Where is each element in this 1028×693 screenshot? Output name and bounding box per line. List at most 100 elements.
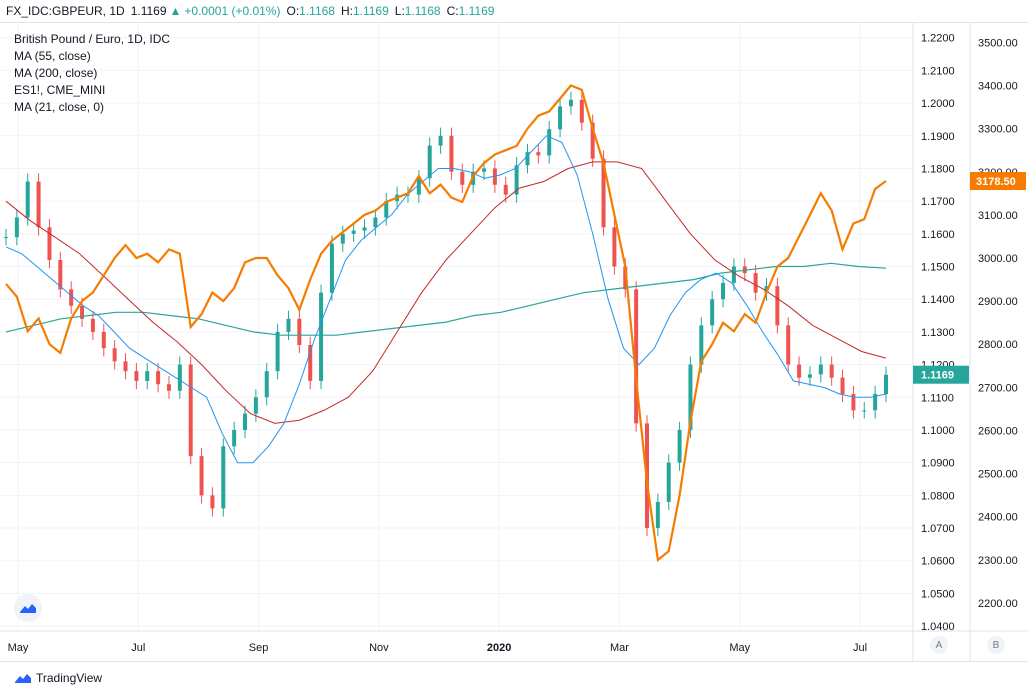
time-tick-label: 2020 [487,642,511,654]
candle-body [753,273,758,293]
time-tick-label: Mar [610,642,629,654]
candle-body [721,282,726,300]
price-tick-label: 1.2100 [921,65,955,77]
open-label: O: [286,4,300,18]
price-tick-label: 1.1800 [921,163,955,175]
legend-ma200[interactable]: MA (200, close) [14,66,98,80]
candle-body [731,266,736,283]
price-tick-label: 1.0900 [921,458,955,470]
candle-body [405,194,410,196]
time-tick-label: May [729,642,750,654]
legend-ma55[interactable]: MA (55, close) [14,49,91,63]
candle-body [134,371,139,381]
candle-body [807,374,812,378]
candle-body [449,135,454,172]
time-axis[interactable]: May Jul Sep Nov 2020 Mar May Jul [8,642,867,654]
price-tick-label: 1.0500 [921,588,955,600]
legend-main[interactable]: British Pound / Euro, 1D, IDC [14,32,171,46]
brand-label: TradingView [36,670,103,685]
time-tick-label: Jul [131,642,145,654]
price-tick-label: 1.1900 [921,131,955,143]
candle-body [188,364,193,457]
last-value-badges: 1.1169 3178.50 [913,172,1026,384]
candle-body [145,371,150,381]
es-line [5,84,887,562]
tradingview-logo-icon [15,673,31,683]
candle-body [775,286,780,326]
candle-body [514,165,519,195]
candle-body [253,397,258,414]
low-label: L: [394,4,405,18]
ma21-line [5,161,887,424]
price-tick-label: 1.1400 [921,294,955,306]
candle-body [69,289,74,306]
price-tick-label: 1.0700 [921,523,955,535]
candle-body [47,227,52,260]
candle-body [210,495,215,509]
candle-body [840,377,845,395]
symbol-label[interactable]: FX_IDC:GBPEUR, 1D [6,4,125,18]
candle-body [58,259,63,290]
change-value: +0.0001 (+0.01%) [184,4,281,18]
time-tick-label: May [8,642,29,654]
high-value: 1.1169 [352,4,389,18]
tradingview-chart-icon[interactable] [14,594,42,622]
candle-body [80,305,85,319]
candle-body [427,145,432,179]
es-tick-label: 3300.00 [978,124,1018,136]
candle-body [786,325,791,365]
candle-body [623,266,628,290]
auto-scale-button[interactable]: A [930,636,948,654]
ma200-line [5,262,887,336]
high-label: H: [340,4,353,18]
candle-body [232,429,237,447]
candle-body [286,318,291,332]
candle-body [199,456,204,496]
candle-body [558,106,563,130]
candle-body [492,168,497,185]
last-price-badge-label: 1.1169 [921,370,954,382]
candle-body [797,364,802,378]
candle-body [177,364,182,391]
es-tick-label: 2400.00 [978,512,1018,524]
footer: TradingView [0,661,1028,693]
es-axis[interactable]: 3500.003400.003300.003200.003100.003000.… [978,37,1018,610]
candle-body [460,171,465,185]
candle-body [547,129,552,156]
tradingview-logo[interactable]: TradingView [14,671,102,685]
candles [4,91,888,537]
es-tick-label: 3000.00 [978,253,1018,265]
secondary-scale-button[interactable]: B [987,636,1005,654]
price-chart[interactable]: 1.2200 1.2100 1.2000 1.1900 1.1800 1.1700 1.16… [0,23,1028,661]
legend-ma21[interactable]: MA (21, close, 0) [14,100,105,114]
price-tick-label: 1.0800 [921,490,955,502]
es-tick-label: 3100.00 [978,210,1018,222]
price-axis[interactable]: 1.2200 1.2100 1.2000 1.1900 1.1800 1.1700 1.16… [921,33,955,633]
candle-body [373,217,378,228]
candle-body [482,168,487,172]
last-price-badge [913,365,969,384]
price-tick-label: 1.1100 [921,392,954,404]
price-tick-label: 1.1700 [921,196,955,208]
series-lines [5,84,887,562]
candle-body [525,152,530,166]
candle-body [362,227,367,231]
es-tick-label: 2700.00 [978,382,1018,394]
candle-body [688,364,693,430]
candle-body [862,410,867,412]
chart-legend: British Pound / Euro, 1D, IDC MA (55, cl… [14,31,170,116]
candle-body [416,178,421,195]
candle-body [710,299,715,326]
candle-body [655,501,660,529]
candle-body [873,394,878,411]
last-es-badge [970,172,1026,191]
ma55-line [5,135,887,464]
candle-body [438,135,443,146]
legend-es[interactable]: ES1!, CME_MINI [14,83,106,97]
es-tick-label: 2300.00 [978,555,1018,567]
last-price: 1.1169 [130,4,167,18]
es-tick-label: 2600.00 [978,425,1018,437]
candle-body [568,99,573,107]
open-value: 1.1168 [299,4,335,18]
candle-body [275,331,280,372]
